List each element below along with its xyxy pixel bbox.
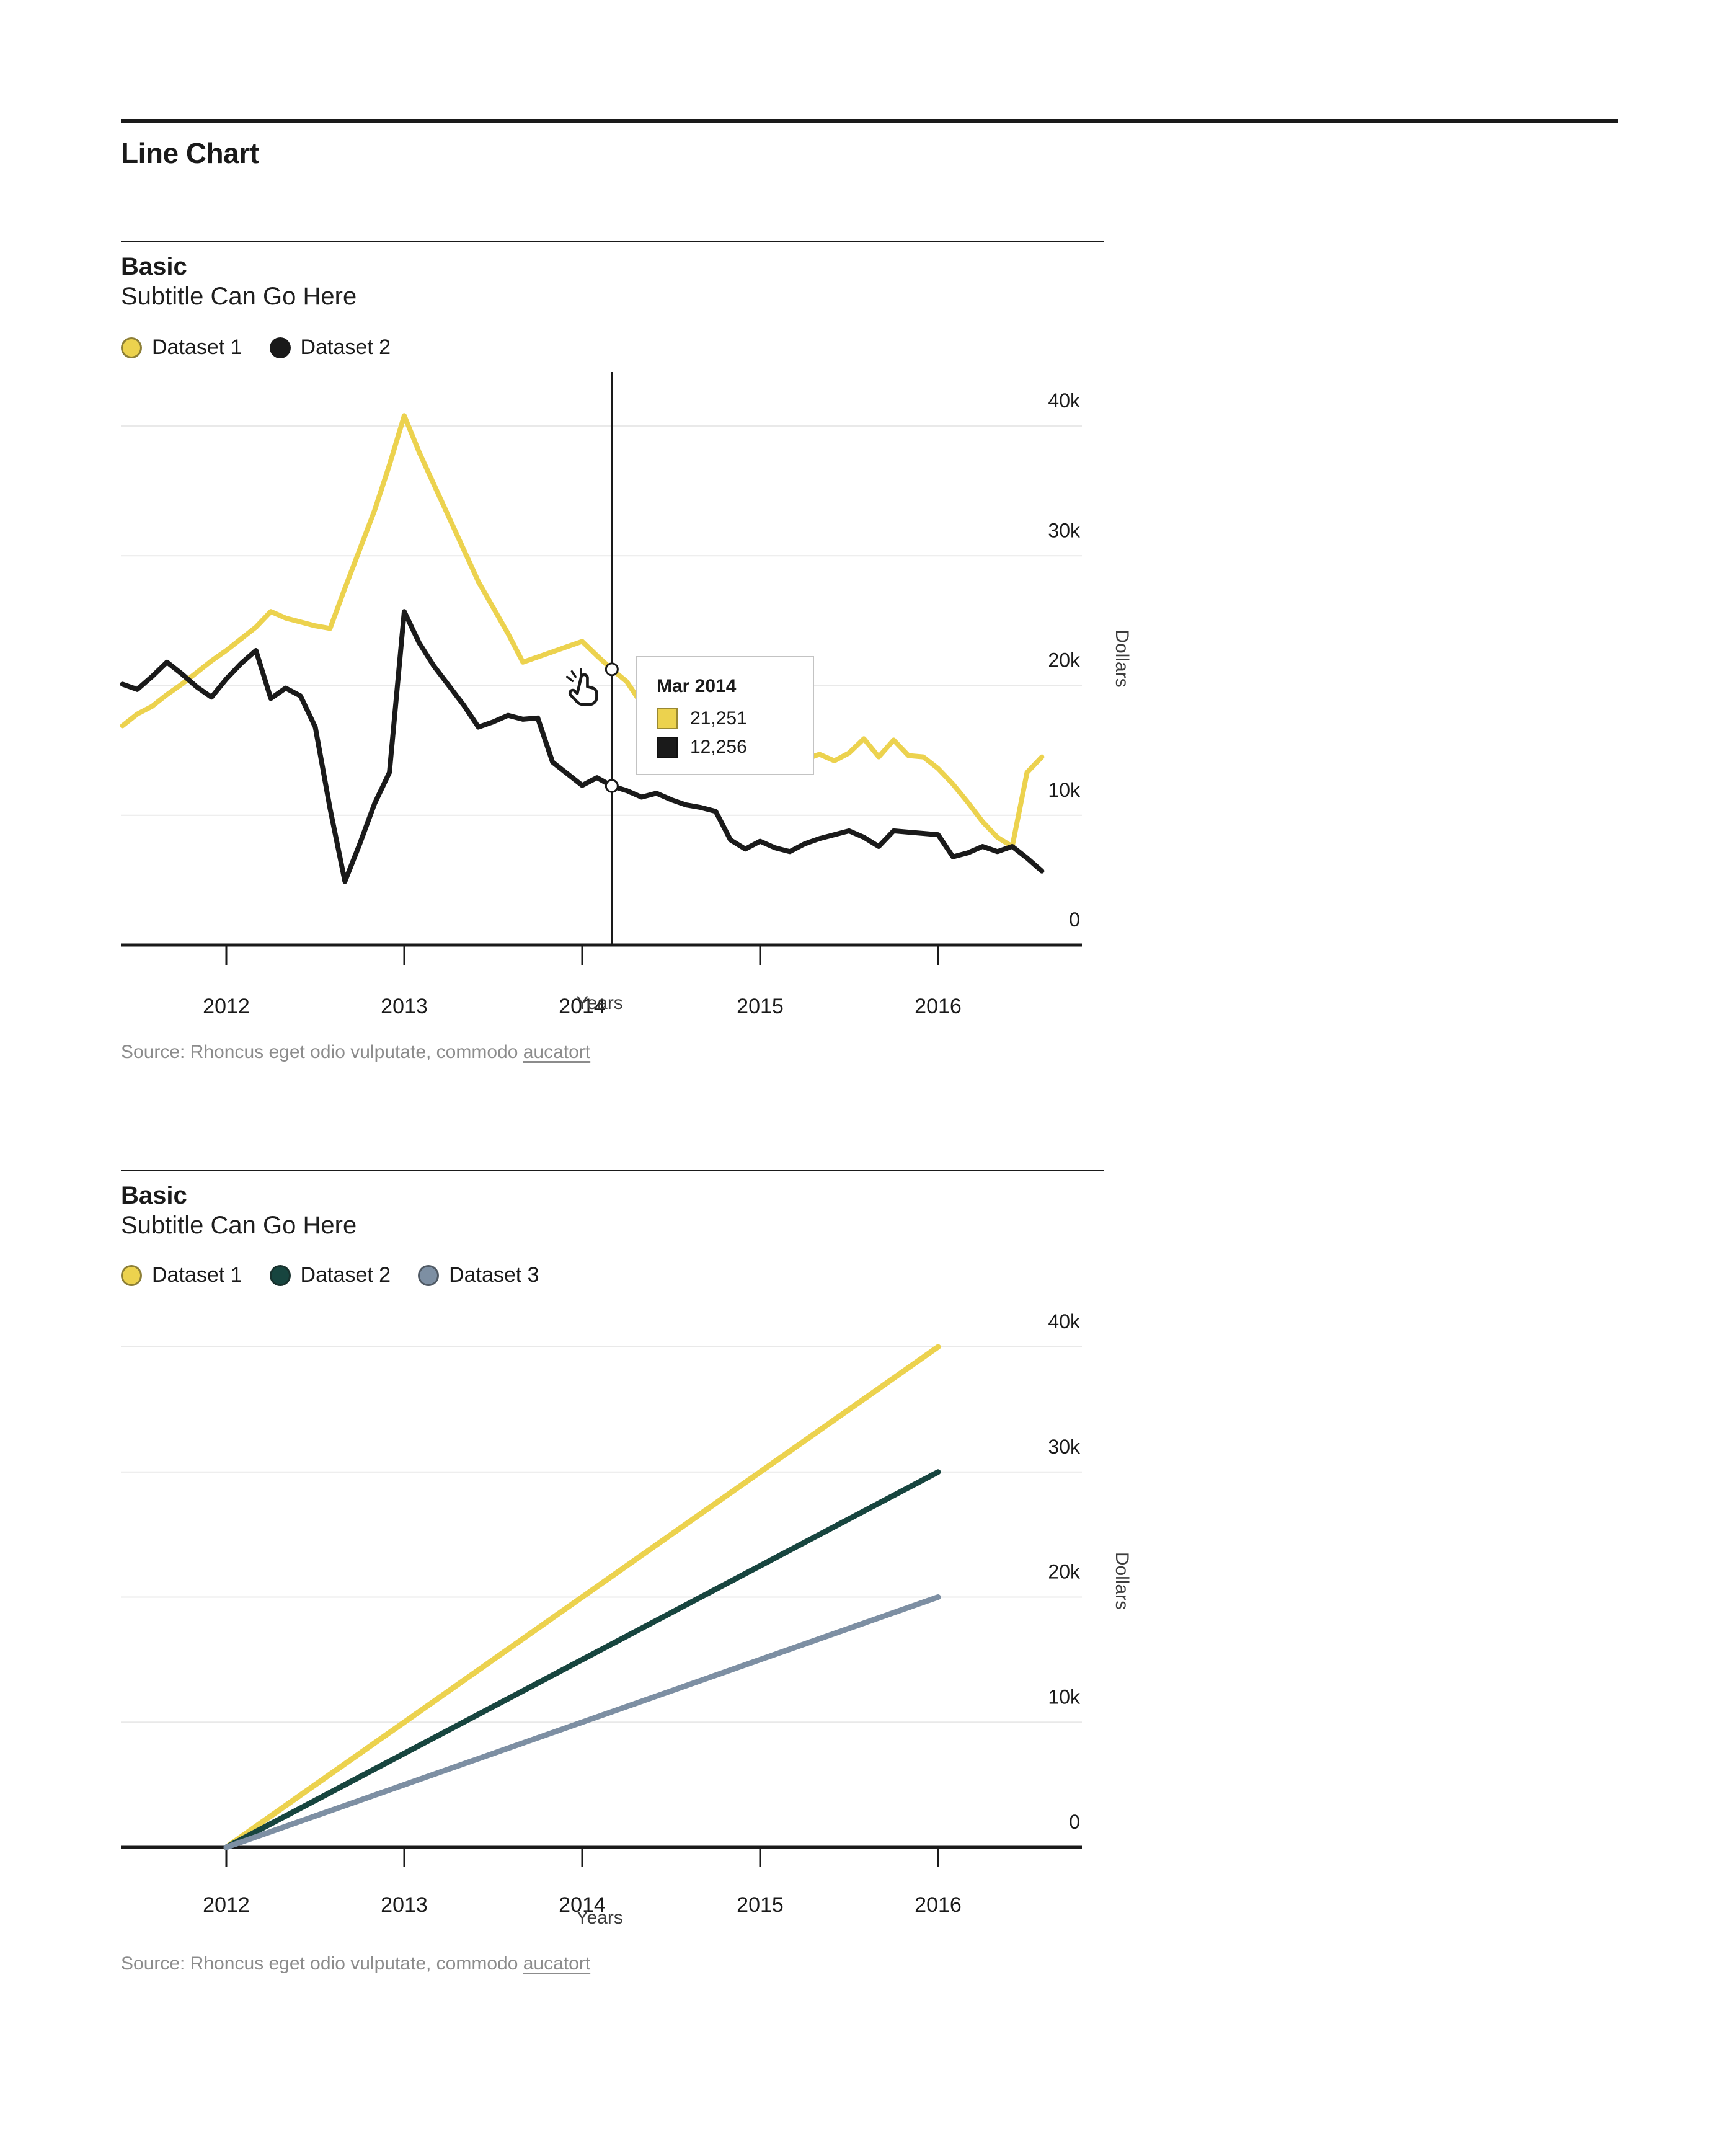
y-axis-tick-label: 30k xyxy=(1048,519,1081,541)
legend-swatch-icon xyxy=(269,1264,291,1286)
y-axis-tick-label: 10k xyxy=(1048,779,1081,801)
source-link[interactable]: aucatort xyxy=(523,1042,591,1062)
series-line-dataset-1 xyxy=(120,413,1045,849)
legend-item-dataset-1[interactable]: Dataset 1 xyxy=(121,1263,242,1287)
chart-subtitle: Subtitle Can Go Here xyxy=(121,1212,357,1239)
source-text: Source: Rhoncus eget odio vulputate, com… xyxy=(121,1953,523,1974)
tooltip-row: 21,251 xyxy=(657,708,798,729)
source-text: Source: Rhoncus eget odio vulputate, com… xyxy=(121,1042,523,1062)
legend-swatch-icon xyxy=(269,337,291,358)
x-axis-tick-label: 2012 xyxy=(203,1893,250,1917)
series-line-dataset-2 xyxy=(223,1469,941,1850)
y-axis-tick-label: 20k xyxy=(1048,649,1081,672)
hover-point-marker xyxy=(604,662,619,677)
x-axis-tick-label: 2015 xyxy=(737,995,784,1018)
source-note: Source: Rhoncus eget odio vulputate, com… xyxy=(121,1042,590,1063)
x-axis-tick-label: 2012 xyxy=(203,995,250,1018)
legend-item-label: Dataset 3 xyxy=(449,1263,539,1287)
y-axis-tick-label: 0 xyxy=(1069,908,1080,931)
source-note: Source: Rhoncus eget odio vulputate, com… xyxy=(121,1953,590,1974)
legend-item-label: Dataset 2 xyxy=(300,335,391,359)
legend-item-label: Dataset 2 xyxy=(300,1263,391,1287)
x-axis-title: Years xyxy=(576,993,623,1013)
x-axis-title: Years xyxy=(576,1907,623,1928)
x-axis-tick-label: 2013 xyxy=(381,995,428,1018)
tooltip-value: 21,251 xyxy=(690,708,747,729)
top-rule xyxy=(121,119,1618,123)
tooltip-series-swatch xyxy=(657,708,678,729)
y-axis-tick-label: 0 xyxy=(1069,1811,1080,1833)
legend-item-dataset-1[interactable]: Dataset 1 xyxy=(121,335,242,360)
legend-item-label: Dataset 1 xyxy=(152,335,242,359)
x-axis-tick-label: 2013 xyxy=(381,1893,428,1917)
y-axis-title: Dollars xyxy=(1112,629,1132,687)
series-line-dataset-1 xyxy=(223,1344,941,1850)
line-chart[interactable]: 0 10k 20k 30k 40k Dollars 2012 2013 2014 2015 2016… xyxy=(93,1296,1147,1947)
tooltip-series-swatch xyxy=(657,737,678,758)
legend-swatch-icon xyxy=(121,337,142,358)
hand-pointer-cursor-icon xyxy=(565,668,598,706)
legend-swatch-icon xyxy=(121,1264,142,1286)
x-axis-tick-label: 2016 xyxy=(914,995,962,1018)
x-axis-tick-label: 2014 xyxy=(559,995,606,1018)
line-chart[interactable]: 0 10k 20k 30k 40k Dollars 2012 2013 2014 2015 2016… xyxy=(93,345,1147,1029)
section-divider xyxy=(121,241,1104,242)
y-axis-tick-label: 30k xyxy=(1048,1436,1081,1458)
x-axis-tick-label: 2015 xyxy=(737,1893,784,1917)
chart-subtitle: Subtitle Can Go Here xyxy=(121,283,357,310)
chart-title: Basic xyxy=(121,1182,187,1209)
series-line-dataset-3 xyxy=(223,1594,941,1850)
y-axis-tick-label: 40k xyxy=(1048,1310,1081,1333)
y-axis-tick-label: 40k xyxy=(1048,389,1081,412)
legend-item-dataset-2[interactable]: Dataset 2 xyxy=(269,1263,391,1287)
x-axis-tick-label: 2016 xyxy=(914,1893,962,1917)
legend-item-dataset-3[interactable]: Dataset 3 xyxy=(418,1263,539,1287)
section-divider xyxy=(121,1170,1104,1171)
chart-tooltip: Mar 2014 21,251 12,256 xyxy=(636,656,814,775)
x-axis-tick-label: 2014 xyxy=(559,1893,606,1917)
chart-title: Basic xyxy=(121,253,187,280)
y-axis-tick-label: 10k xyxy=(1048,1685,1081,1708)
tooltip-value: 12,256 xyxy=(690,737,747,757)
source-link[interactable]: aucatort xyxy=(523,1953,591,1974)
hover-point-marker xyxy=(604,779,619,793)
series-line-dataset-2 xyxy=(120,609,1045,884)
legend-item-label: Dataset 1 xyxy=(152,1263,242,1287)
page-title: Line Chart xyxy=(121,137,259,169)
chart-legend: Dataset 1 Dataset 2 xyxy=(121,335,391,360)
tooltip-rows: 21,251 12,256 xyxy=(657,708,798,758)
legend-swatch-icon xyxy=(418,1264,440,1286)
legend-item-dataset-2[interactable]: Dataset 2 xyxy=(269,335,391,360)
y-axis-tick-label: 20k xyxy=(1048,1561,1081,1583)
y-axis-title: Dollars xyxy=(1112,1552,1132,1610)
tooltip-title: Mar 2014 xyxy=(657,676,737,696)
tooltip-row: 12,256 xyxy=(657,737,798,758)
chart-legend: Dataset 1 Dataset 2 Dataset 3 xyxy=(121,1263,539,1287)
